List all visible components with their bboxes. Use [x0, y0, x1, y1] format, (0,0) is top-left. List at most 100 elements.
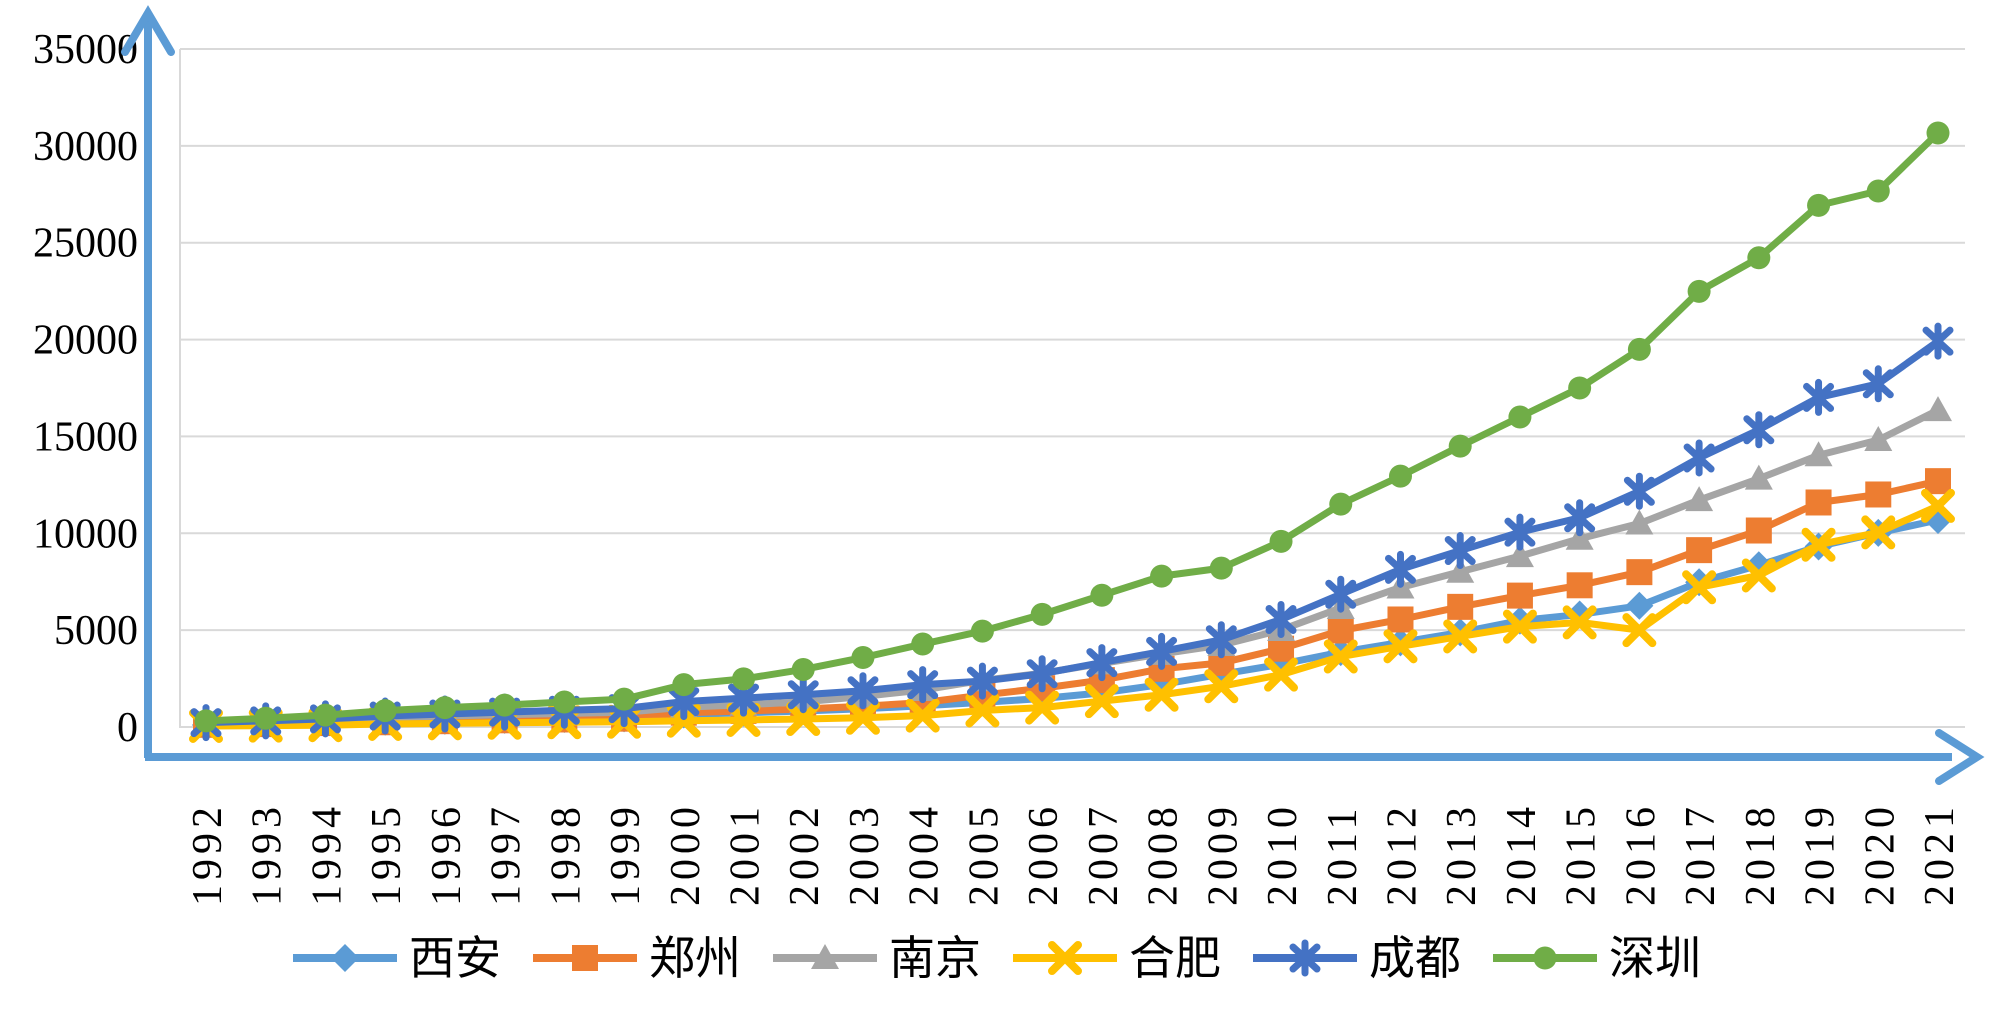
x-marker [1144, 677, 1179, 712]
x-tick-label: 2007 [1081, 802, 1127, 906]
x-tick-label: 2009 [1200, 802, 1246, 906]
asterisk-marker [1146, 632, 1178, 670]
asterisk-marker [787, 676, 819, 714]
square-marker [1387, 606, 1414, 633]
legend-label-xian: 西安 [409, 933, 501, 984]
x-marker [1921, 488, 1955, 523]
x-tick-label: 2018 [1738, 802, 1784, 906]
circle-marker [1030, 602, 1054, 626]
series-line-shenzhen [202, 129, 1942, 725]
circle-marker [1627, 337, 1651, 361]
circle-marker [851, 646, 875, 670]
circle-marker [970, 619, 994, 643]
circle-marker [1508, 405, 1532, 429]
x-marker [1622, 613, 1657, 648]
x-tick-label: 2011 [1320, 804, 1366, 906]
x-tick-label: 1997 [484, 802, 530, 906]
x-marker [1025, 690, 1060, 725]
legend-item-chengdu: 成都 [1253, 933, 1461, 984]
legend-item-xian: 西安 [293, 933, 501, 984]
circle-marker [1866, 179, 1890, 203]
square-marker [572, 945, 598, 971]
asterisk-marker [966, 662, 998, 700]
x-marker [1048, 941, 1082, 975]
x-marker [786, 702, 821, 736]
asterisk-marker [907, 666, 939, 704]
y-tick-label: 15000 [33, 414, 138, 460]
y-tick-label: 20000 [33, 318, 138, 364]
triangle-marker [1625, 509, 1654, 535]
asterisk-marker [1384, 550, 1416, 588]
x-marker [905, 698, 940, 733]
asterisk-marker [1862, 365, 1894, 403]
asterisk-marker [1265, 600, 1297, 638]
legend-label-zhengzhou: 郑州 [649, 933, 741, 984]
x-tick-label: 1996 [424, 802, 470, 906]
x-tick-label: 2002 [782, 802, 828, 906]
y-tick-label: 35000 [33, 27, 138, 73]
x-marker [1264, 657, 1299, 692]
x-tick-label: 2006 [1021, 802, 1067, 906]
asterisk-marker [1205, 621, 1237, 659]
triangle-marker [1864, 425, 1893, 451]
circle-marker [791, 657, 815, 681]
circle-marker [493, 693, 517, 717]
x-tick-label: 2020 [1857, 802, 1903, 906]
x-tick-label: 2015 [1559, 802, 1605, 906]
square-marker [1447, 593, 1474, 620]
x-marker [1861, 515, 1896, 550]
x-marker [1323, 639, 1358, 674]
x-tick-label: 2013 [1439, 802, 1485, 906]
triangle-marker [1924, 396, 1952, 422]
asterisk-marker [1743, 411, 1775, 449]
legend-item-hefei: 合肥 [1013, 933, 1221, 984]
x-tick-label: 2003 [842, 802, 888, 906]
legend-item-nanjing: 南京 [773, 933, 981, 984]
triangle-marker [1446, 557, 1475, 583]
series-line-xian [202, 516, 1942, 729]
y-tick-label: 0 [117, 705, 138, 751]
series-line-chengdu [202, 337, 1942, 727]
y-tick-label: 5000 [54, 608, 138, 654]
x-tick-label: 2004 [902, 802, 948, 906]
asterisk-marker [1922, 322, 1954, 360]
x-tick-label: 2008 [1141, 802, 1187, 906]
legend-label-shenzhen: 深圳 [1609, 933, 1701, 984]
x-tick-label: 2021 [1917, 802, 1963, 906]
x-tick-label: 1999 [603, 802, 649, 906]
y-tick-label: 10000 [33, 511, 138, 557]
circle-marker [612, 687, 636, 711]
circle-marker [1687, 279, 1711, 303]
x-tick-label: 1994 [304, 802, 350, 906]
x-marker [1502, 609, 1537, 644]
circle-marker [254, 706, 278, 730]
asterisk-marker [1026, 655, 1058, 693]
square-marker [1686, 537, 1713, 564]
legend-label-chengdu: 成都 [1369, 933, 1461, 984]
x-marker [845, 700, 880, 735]
diamond-marker [331, 944, 359, 972]
x-tick-label: 2017 [1678, 802, 1724, 906]
x-tick-label: 2012 [1379, 802, 1425, 906]
axis-arrows [121, 5, 1985, 785]
x-marker [1801, 527, 1836, 562]
legend-item-zhengzhou: 郑州 [533, 933, 741, 984]
legend: 西安 郑州 南京 合肥 成都 深圳 [293, 933, 1701, 984]
circle-marker [911, 632, 935, 656]
circle-marker [1747, 246, 1771, 270]
asterisk-marker [1623, 472, 1655, 510]
asterisk-marker [1803, 378, 1835, 416]
square-marker [1805, 489, 1832, 516]
asterisk-marker [1086, 644, 1118, 682]
circle-marker [1533, 946, 1557, 970]
x-tick-label: 2019 [1798, 802, 1844, 906]
x-tick-label: 1995 [364, 802, 410, 906]
x-tick-label: 1993 [245, 802, 291, 906]
square-marker [1925, 468, 1951, 495]
circle-marker [373, 699, 397, 723]
circle-marker [313, 703, 337, 727]
y-axis-arrowhead-icon [121, 5, 175, 56]
circle-marker [194, 709, 218, 733]
x-tick-label: 2016 [1618, 802, 1664, 906]
x-tick-label: 1998 [543, 802, 589, 906]
